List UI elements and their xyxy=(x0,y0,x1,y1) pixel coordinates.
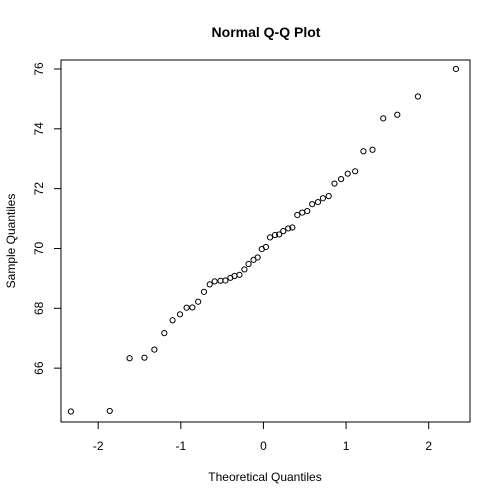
data-point xyxy=(241,266,248,273)
data-point xyxy=(344,170,351,177)
data-point xyxy=(254,254,261,261)
data-point xyxy=(106,407,113,415)
y-tick-label: 74 xyxy=(32,122,46,136)
data-point xyxy=(319,195,327,202)
data-point xyxy=(151,346,158,353)
data-point xyxy=(189,304,196,311)
data-points xyxy=(67,65,460,415)
data-point xyxy=(169,317,176,324)
y-tick-label: 72 xyxy=(32,182,46,196)
data-point xyxy=(338,175,345,183)
data-point xyxy=(211,278,218,285)
data-point xyxy=(262,243,270,251)
data-point xyxy=(414,93,422,100)
x-axis-label: Theoretical Quantiles xyxy=(208,470,321,484)
y-tick-label: 66 xyxy=(32,361,46,375)
data-point xyxy=(126,355,133,362)
data-point xyxy=(380,115,387,122)
data-point xyxy=(222,277,229,284)
x-tick-label: 1 xyxy=(343,439,350,453)
data-point xyxy=(176,311,184,318)
y-tick-label: 70 xyxy=(32,241,46,255)
chart-title: Normal Q-Q Plot xyxy=(212,24,321,40)
data-point xyxy=(369,146,376,153)
data-point xyxy=(161,330,168,337)
data-point xyxy=(141,354,148,361)
data-point xyxy=(206,281,213,288)
data-point xyxy=(331,180,338,187)
data-point xyxy=(394,111,401,118)
x-tick-label: 2 xyxy=(425,439,432,453)
data-point xyxy=(289,224,296,231)
x-tick-label: -1 xyxy=(175,439,186,453)
y-axis: 66 68 70 72 74 76 xyxy=(32,62,61,375)
y-tick-label: 68 xyxy=(32,301,46,315)
data-point xyxy=(285,225,292,232)
data-point xyxy=(266,234,274,241)
data-point xyxy=(304,207,311,215)
x-tick-label: 0 xyxy=(260,439,267,453)
data-point xyxy=(294,211,301,219)
data-point xyxy=(276,231,283,238)
data-point xyxy=(360,148,367,155)
plot-frame xyxy=(60,59,471,423)
data-point xyxy=(245,260,252,268)
data-point xyxy=(183,304,190,311)
data-point xyxy=(67,408,75,415)
x-axis: -2 -1 0 1 2 xyxy=(93,422,432,453)
x-tick-label: -2 xyxy=(93,439,104,453)
data-point xyxy=(200,288,208,295)
data-point xyxy=(325,193,332,200)
data-point xyxy=(314,199,322,206)
data-point xyxy=(236,271,243,278)
data-point xyxy=(271,231,279,239)
y-axis-label: Sample Quantiles xyxy=(4,194,18,289)
data-point xyxy=(195,298,202,305)
data-point xyxy=(280,228,287,235)
data-point xyxy=(352,168,359,175)
data-point xyxy=(309,201,316,208)
y-tick-label: 76 xyxy=(32,62,46,76)
data-point xyxy=(452,65,460,73)
